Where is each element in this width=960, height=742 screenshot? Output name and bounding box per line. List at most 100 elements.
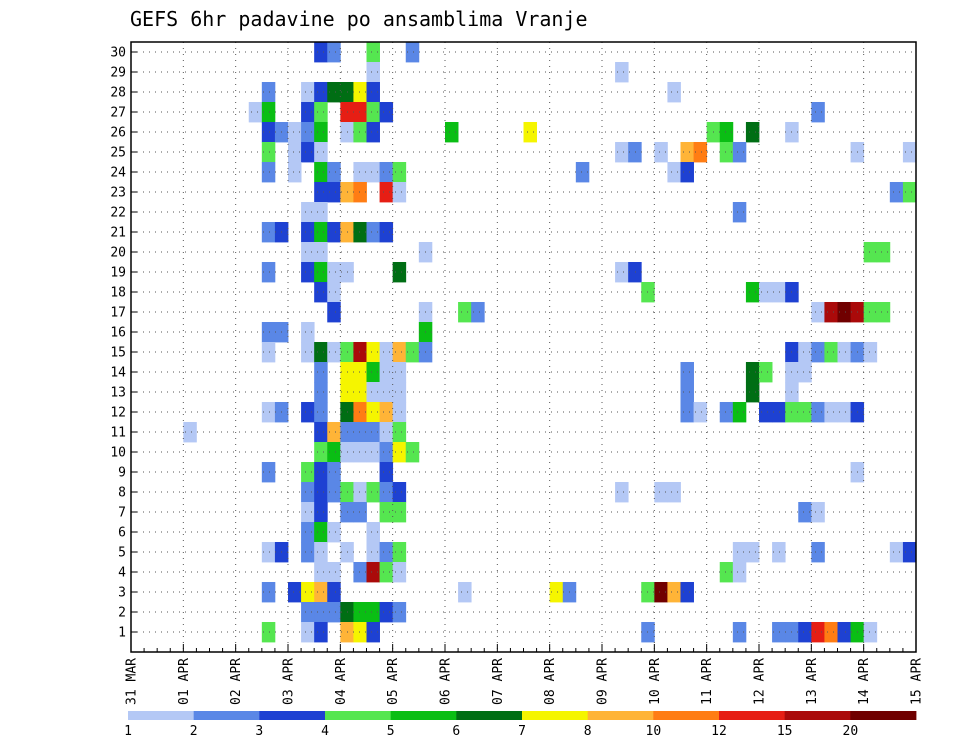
y-tick-label: 21 — [110, 226, 126, 241]
y-tick-label: 8 — [118, 486, 126, 501]
heatmap-cell — [392, 502, 407, 523]
heatmap-cell — [314, 582, 328, 603]
heatmap-cell — [301, 222, 315, 243]
heatmap-cell — [379, 382, 394, 403]
heatmap-cell — [301, 242, 315, 263]
colorbar-segment — [522, 711, 589, 720]
heatmap-cell — [379, 422, 394, 443]
heatmap-cell — [314, 222, 328, 243]
heatmap-cell — [392, 542, 407, 563]
heatmap-cell — [314, 42, 328, 63]
heatmap-cell — [327, 222, 341, 243]
heatmap-cell — [353, 122, 367, 143]
heatmap-cell — [353, 562, 367, 583]
heatmap-cell — [379, 502, 394, 523]
heatmap-cell — [379, 182, 394, 203]
x-tick-label: 31 MAR — [125, 658, 140, 705]
heatmap-cell — [301, 122, 315, 143]
heatmap-cell — [824, 622, 838, 643]
heatmap-cell — [824, 342, 838, 363]
heatmap-cell — [314, 342, 328, 363]
heatmap-cell — [314, 522, 328, 543]
colorbar-segment — [587, 711, 654, 720]
heatmap-cell — [327, 562, 341, 583]
heatmap-cell — [863, 302, 878, 323]
heatmap-cell — [863, 622, 878, 643]
heatmap-cell — [876, 242, 891, 263]
colorbar-segment — [456, 711, 523, 720]
y-tick-label: 15 — [110, 346, 126, 361]
heatmap-cell — [824, 402, 838, 423]
heatmap-cell — [301, 622, 315, 643]
x-tick-label: 08 APR — [543, 658, 558, 705]
heatmap-cell — [353, 422, 367, 443]
heatmap-cell — [366, 422, 380, 443]
heatmap-cell — [366, 562, 380, 583]
heatmap-cell — [327, 482, 341, 503]
heatmap-cell — [353, 162, 367, 183]
heatmap-cell — [314, 502, 328, 523]
heatmap-cell — [261, 102, 276, 123]
heatmap-cell — [615, 482, 629, 503]
heatmap-cell — [314, 182, 328, 203]
heatmap-cell — [288, 122, 302, 143]
colorbar-label: 6 — [452, 724, 460, 739]
heatmap-cell — [876, 302, 891, 323]
heatmap-cell — [392, 442, 407, 463]
colorbar-label: 2 — [190, 724, 198, 739]
heatmap-cell — [353, 382, 367, 403]
heatmap-cell — [379, 102, 394, 123]
colorbar-label: 7 — [518, 724, 526, 739]
heatmap-cell — [392, 422, 407, 443]
heatmap-cell — [301, 602, 315, 623]
heatmap-cell — [301, 482, 315, 503]
heatmap-cell — [745, 542, 760, 563]
heatmap-cell — [732, 202, 747, 223]
heatmap-cell — [353, 362, 367, 383]
heatmap-cell — [392, 342, 407, 363]
heatmap-cell — [405, 442, 420, 463]
heatmap-cell — [261, 402, 276, 423]
heatmap-cell — [301, 102, 315, 123]
heatmap-cell — [615, 142, 629, 163]
y-tick-label: 16 — [110, 326, 126, 341]
heatmap-cell — [353, 342, 367, 363]
heatmap-cell — [811, 302, 825, 323]
heatmap-cell — [811, 502, 825, 523]
y-tick-label: 26 — [110, 126, 126, 141]
heatmap-cell — [301, 462, 315, 483]
heatmap-cell — [719, 402, 734, 423]
heatmap-cell — [745, 122, 760, 143]
x-tick-label: 01 APR — [177, 658, 192, 705]
heatmap-cell — [719, 562, 734, 583]
heatmap-cell — [288, 142, 302, 163]
heatmap-cell — [667, 582, 681, 603]
heatmap-cell — [314, 562, 328, 583]
x-tick-label: 02 APR — [229, 658, 244, 705]
heatmap-cell — [353, 82, 367, 103]
y-tick-label: 13 — [110, 386, 126, 401]
colorbar-label: 10 — [646, 724, 662, 739]
heatmap-cell — [261, 462, 276, 483]
heatmap-cell — [353, 222, 367, 243]
heatmap-cell — [824, 302, 838, 323]
y-tick-label: 22 — [110, 206, 126, 221]
heatmap-cell — [261, 82, 276, 103]
heatmap-cell — [392, 362, 407, 383]
heatmap-cell — [327, 282, 341, 303]
heatmap-cell — [811, 402, 825, 423]
heatmap-cell — [314, 102, 328, 123]
heatmap-cell — [798, 342, 812, 363]
y-tick-label: 30 — [110, 46, 126, 61]
colorbar-label: 5 — [387, 724, 395, 739]
heatmap-cell — [288, 162, 302, 183]
heatmap-cell — [549, 582, 564, 603]
heatmap-cell — [366, 522, 380, 543]
x-tick-label: 03 APR — [282, 658, 297, 705]
heatmap-cell — [327, 342, 341, 363]
heatmap-cell — [353, 622, 367, 643]
x-tick-label: 14 APR — [857, 658, 872, 705]
heatmap-cell — [301, 82, 315, 103]
colorbar-label: 20 — [843, 724, 859, 739]
